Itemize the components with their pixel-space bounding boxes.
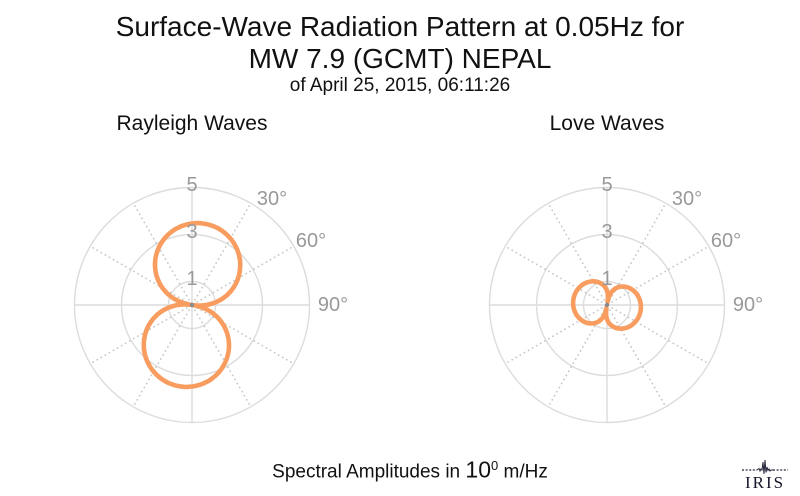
polar-grid-spoke-dotted — [547, 309, 605, 408]
polar-grid-spoke-dotted — [89, 307, 188, 365]
seismogram-icon — [742, 459, 788, 475]
polar-grid-spoke-dotted — [196, 307, 295, 365]
radial-tick-label: 3 — [186, 221, 197, 243]
radial-tick-label: 1 — [186, 268, 197, 290]
caption-suffix: m/Hz — [498, 461, 548, 483]
radial-tick-label: 5 — [186, 174, 197, 196]
polar-grid-spoke-dotted — [504, 245, 603, 303]
radial-tick-label: 5 — [601, 174, 612, 196]
figure-subtitle: of April 25, 2015, 06:11:26 — [289, 75, 511, 96]
angular-tick-label: 30° — [672, 188, 702, 210]
polar-grid-spoke-dotted — [132, 309, 190, 408]
plot-center-dot — [604, 302, 610, 308]
caption-base-number: 10 — [465, 456, 491, 483]
polar-grid-spoke-dotted — [504, 307, 603, 365]
caption-prefix: Spectral Amplitudes in — [272, 461, 466, 483]
polar-grid-spoke-dotted — [547, 202, 605, 301]
angular-tick-label: 60° — [711, 230, 741, 252]
radiation-pattern-curve — [570, 279, 644, 331]
angular-tick-label: 90° — [318, 294, 348, 316]
iris-wordmark: IRIS — [744, 473, 786, 492]
polar-grid-spoke-dotted — [89, 245, 188, 303]
radial-tick-label: 1 — [601, 268, 612, 290]
love-plot-title: Love Waves — [549, 112, 665, 135]
caption-exponent: 0 — [491, 458, 499, 473]
plot-center-dot — [189, 302, 195, 308]
polar-grid-spoke-dotted — [194, 309, 252, 408]
rayleigh-polar-plot: 1 3 5 30° 60° 90° — [73, 174, 348, 424]
radiation-pattern-curve — [141, 220, 243, 390]
iris-logo: IRIS — [738, 459, 792, 492]
figure-title-line1: Surface-Wave Radiation Pattern at 0.05Hz… — [115, 11, 685, 42]
polar-grid-spoke-dotted — [611, 245, 710, 303]
polar-grid-spoke-dotted — [194, 202, 252, 301]
polar-grid-spoke-dotted — [196, 245, 295, 303]
angular-tick-label: 90° — [733, 294, 763, 316]
amplitude-caption: Spectral Amplitudes in 100 m/Hz — [0, 453, 800, 485]
angular-tick-label: 30° — [257, 188, 287, 210]
polar-grid-spoke-dotted — [609, 202, 667, 301]
rayleigh-plot-title: Rayleigh Waves — [116, 112, 268, 135]
figure-title-line2: MW 7.9 (GCMT) NEPAL — [248, 43, 552, 74]
love-polar-plot: 1 3 5 30° 60° 90° — [488, 174, 763, 424]
radial-tick-label: 3 — [601, 221, 612, 243]
figure-title-block: Surface-Wave Radiation Pattern at 0.05Hz… — [0, 10, 800, 97]
polar-grid-spoke-dotted — [611, 307, 710, 365]
angular-tick-label: 60° — [296, 230, 326, 252]
polar-grid-spoke-dotted — [132, 202, 190, 301]
polar-grid-spoke-dotted — [609, 309, 667, 408]
